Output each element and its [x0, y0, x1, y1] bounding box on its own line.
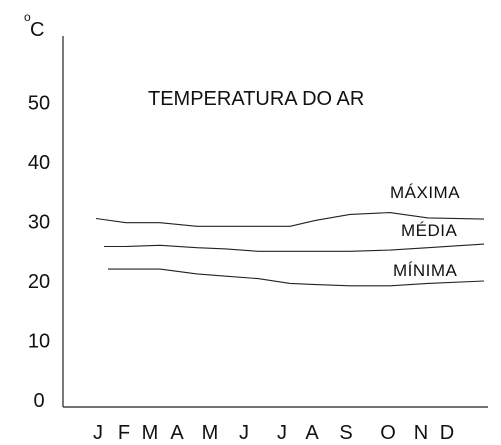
y-tick-label: 0	[33, 390, 44, 412]
x-tick-label: J	[93, 422, 103, 444]
x-tick-label: N	[414, 422, 428, 444]
series-labels: MÁXIMA MÉDIA MÍNIMA	[390, 183, 460, 280]
y-tick-label: 30	[28, 212, 50, 234]
x-tick-label: J	[239, 422, 249, 444]
x-tick-label: J	[277, 422, 287, 444]
x-tick-label: F	[118, 422, 130, 444]
y-unit: C	[30, 19, 44, 41]
y-tick-label: 40	[28, 152, 50, 174]
x-tick-label: O	[380, 422, 396, 444]
series-label: MÁXIMA	[390, 183, 460, 202]
y-tick-label: 20	[28, 271, 50, 293]
x-tick-label: M	[142, 422, 159, 444]
chart-title: TEMPERATURA DO AR	[148, 88, 364, 110]
x-tick-label: M	[202, 422, 219, 444]
series-line-1	[104, 244, 484, 251]
y-tick-label: 50	[28, 93, 50, 115]
x-tick-label: S	[339, 422, 352, 444]
series-label: MÉDIA	[401, 221, 458, 240]
series-label: MÍNIMA	[393, 261, 458, 280]
x-tick-label: D	[440, 422, 454, 444]
y-tick-labels: 0 10 20 30 40 50	[28, 93, 50, 413]
x-tick-label: A	[170, 422, 184, 444]
x-tick-label: A	[305, 422, 319, 444]
y-tick-label: 10	[28, 331, 50, 353]
